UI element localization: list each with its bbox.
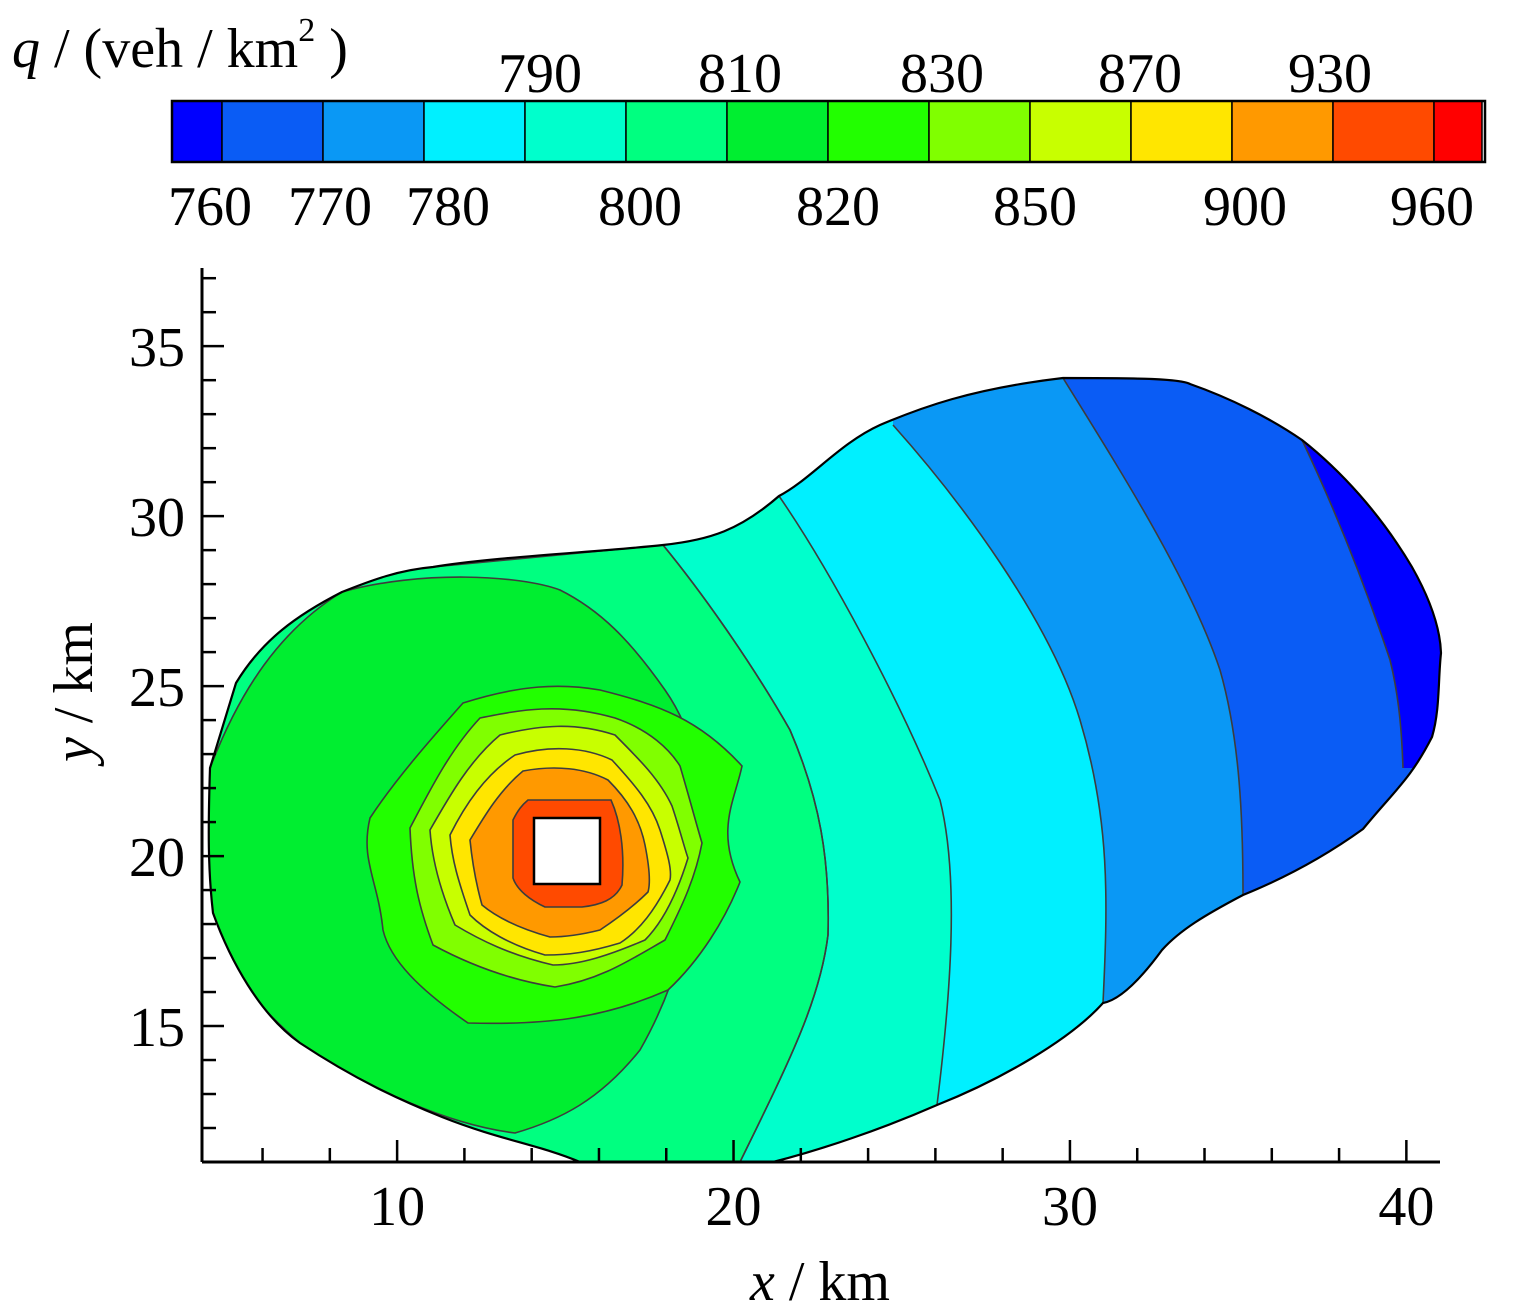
colorbar-label: 830 <box>900 43 984 105</box>
y-axis-label-variable: y <box>43 737 105 767</box>
contour-line-770 <box>1062 378 1244 896</box>
y-axis-label-unit: / km <box>43 622 105 737</box>
contour-line-780 <box>892 424 1107 1004</box>
source-hole <box>532 816 602 886</box>
colorbar-segment <box>1029 100 1132 163</box>
colorbar-segment <box>625 100 728 163</box>
y-axis-label: y / km <box>43 622 105 767</box>
colorbar-label: 790 <box>498 43 582 105</box>
contour-plot <box>207 376 1443 1164</box>
colorbar-segment <box>1231 100 1334 163</box>
colorbar-segment <box>1332 100 1435 163</box>
contour-line-800 <box>662 544 830 1162</box>
colorbar-title-superscript: 2 <box>298 12 315 49</box>
contour-lines <box>662 378 1404 1162</box>
colorbar-labels-bottom: 760 770 780 800 820 850 900 960 <box>168 176 1474 238</box>
colorbar-segment <box>1433 100 1483 163</box>
colorbar-title-close: ) <box>315 18 348 80</box>
colorbar-segment <box>171 100 223 163</box>
domain-boundary <box>207 376 1443 1164</box>
colorbar-label: 760 <box>168 176 252 238</box>
colorbar-label: 780 <box>406 176 490 238</box>
contour-line-790 <box>778 495 953 1106</box>
y-tick-label: 25 <box>129 657 185 719</box>
y-tick-label: 15 <box>129 997 185 1059</box>
colorbar-title: q / (veh / km2 ) <box>12 12 348 80</box>
colorbar-segment <box>726 100 829 163</box>
x-tick-label: 30 <box>1042 1176 1098 1238</box>
x-tick-label: 40 <box>1378 1176 1434 1238</box>
colorbar-segment <box>524 100 627 163</box>
colorbar-label: 850 <box>993 176 1077 238</box>
contour-line-760 <box>1301 439 1404 769</box>
axes: 10 20 30 40 15 20 25 30 35 <box>129 268 1440 1238</box>
colorbar <box>170 99 1487 164</box>
colorbar-label: 770 <box>288 176 372 238</box>
x-ticks <box>261 1140 1408 1162</box>
x-axis-label: x / km <box>749 1251 890 1311</box>
colorbar-segment <box>827 100 930 163</box>
x-tick-labels: 10 20 30 40 <box>369 1176 1434 1238</box>
colorbar-segment <box>928 100 1031 163</box>
x-tick-label: 20 <box>706 1176 762 1238</box>
x-axis-label-variable: x <box>749 1251 775 1311</box>
y-ticks <box>202 276 224 1130</box>
colorbar-labels-top: 790 810 830 870 930 <box>498 43 1372 105</box>
y-tick-labels: 15 20 25 30 35 <box>129 317 185 1059</box>
colorbar-segment <box>1130 100 1233 163</box>
colorbar-label: 960 <box>1390 176 1474 238</box>
colorbar-label: 900 <box>1203 176 1287 238</box>
colorbar-frame <box>170 99 1487 164</box>
y-tick-label: 35 <box>129 317 185 379</box>
colorbar-segment <box>423 100 526 163</box>
colorbar-title-variable: q <box>12 18 40 80</box>
y-tick-label: 30 <box>129 487 185 549</box>
colorbar-label: 930 <box>1288 43 1372 105</box>
y-tick-label: 20 <box>129 827 185 889</box>
colorbar-title-units: / (veh / km <box>40 18 298 80</box>
x-axis-label-unit: / km <box>775 1251 890 1311</box>
colorbar-segment <box>322 100 425 163</box>
colorbar-label: 870 <box>1098 43 1182 105</box>
colorbar-label: 800 <box>598 176 682 238</box>
colorbar-label: 810 <box>698 43 782 105</box>
x-tick-label: 10 <box>369 1176 425 1238</box>
colorbar-label: 820 <box>796 176 880 238</box>
colorbar-segment <box>221 100 324 163</box>
